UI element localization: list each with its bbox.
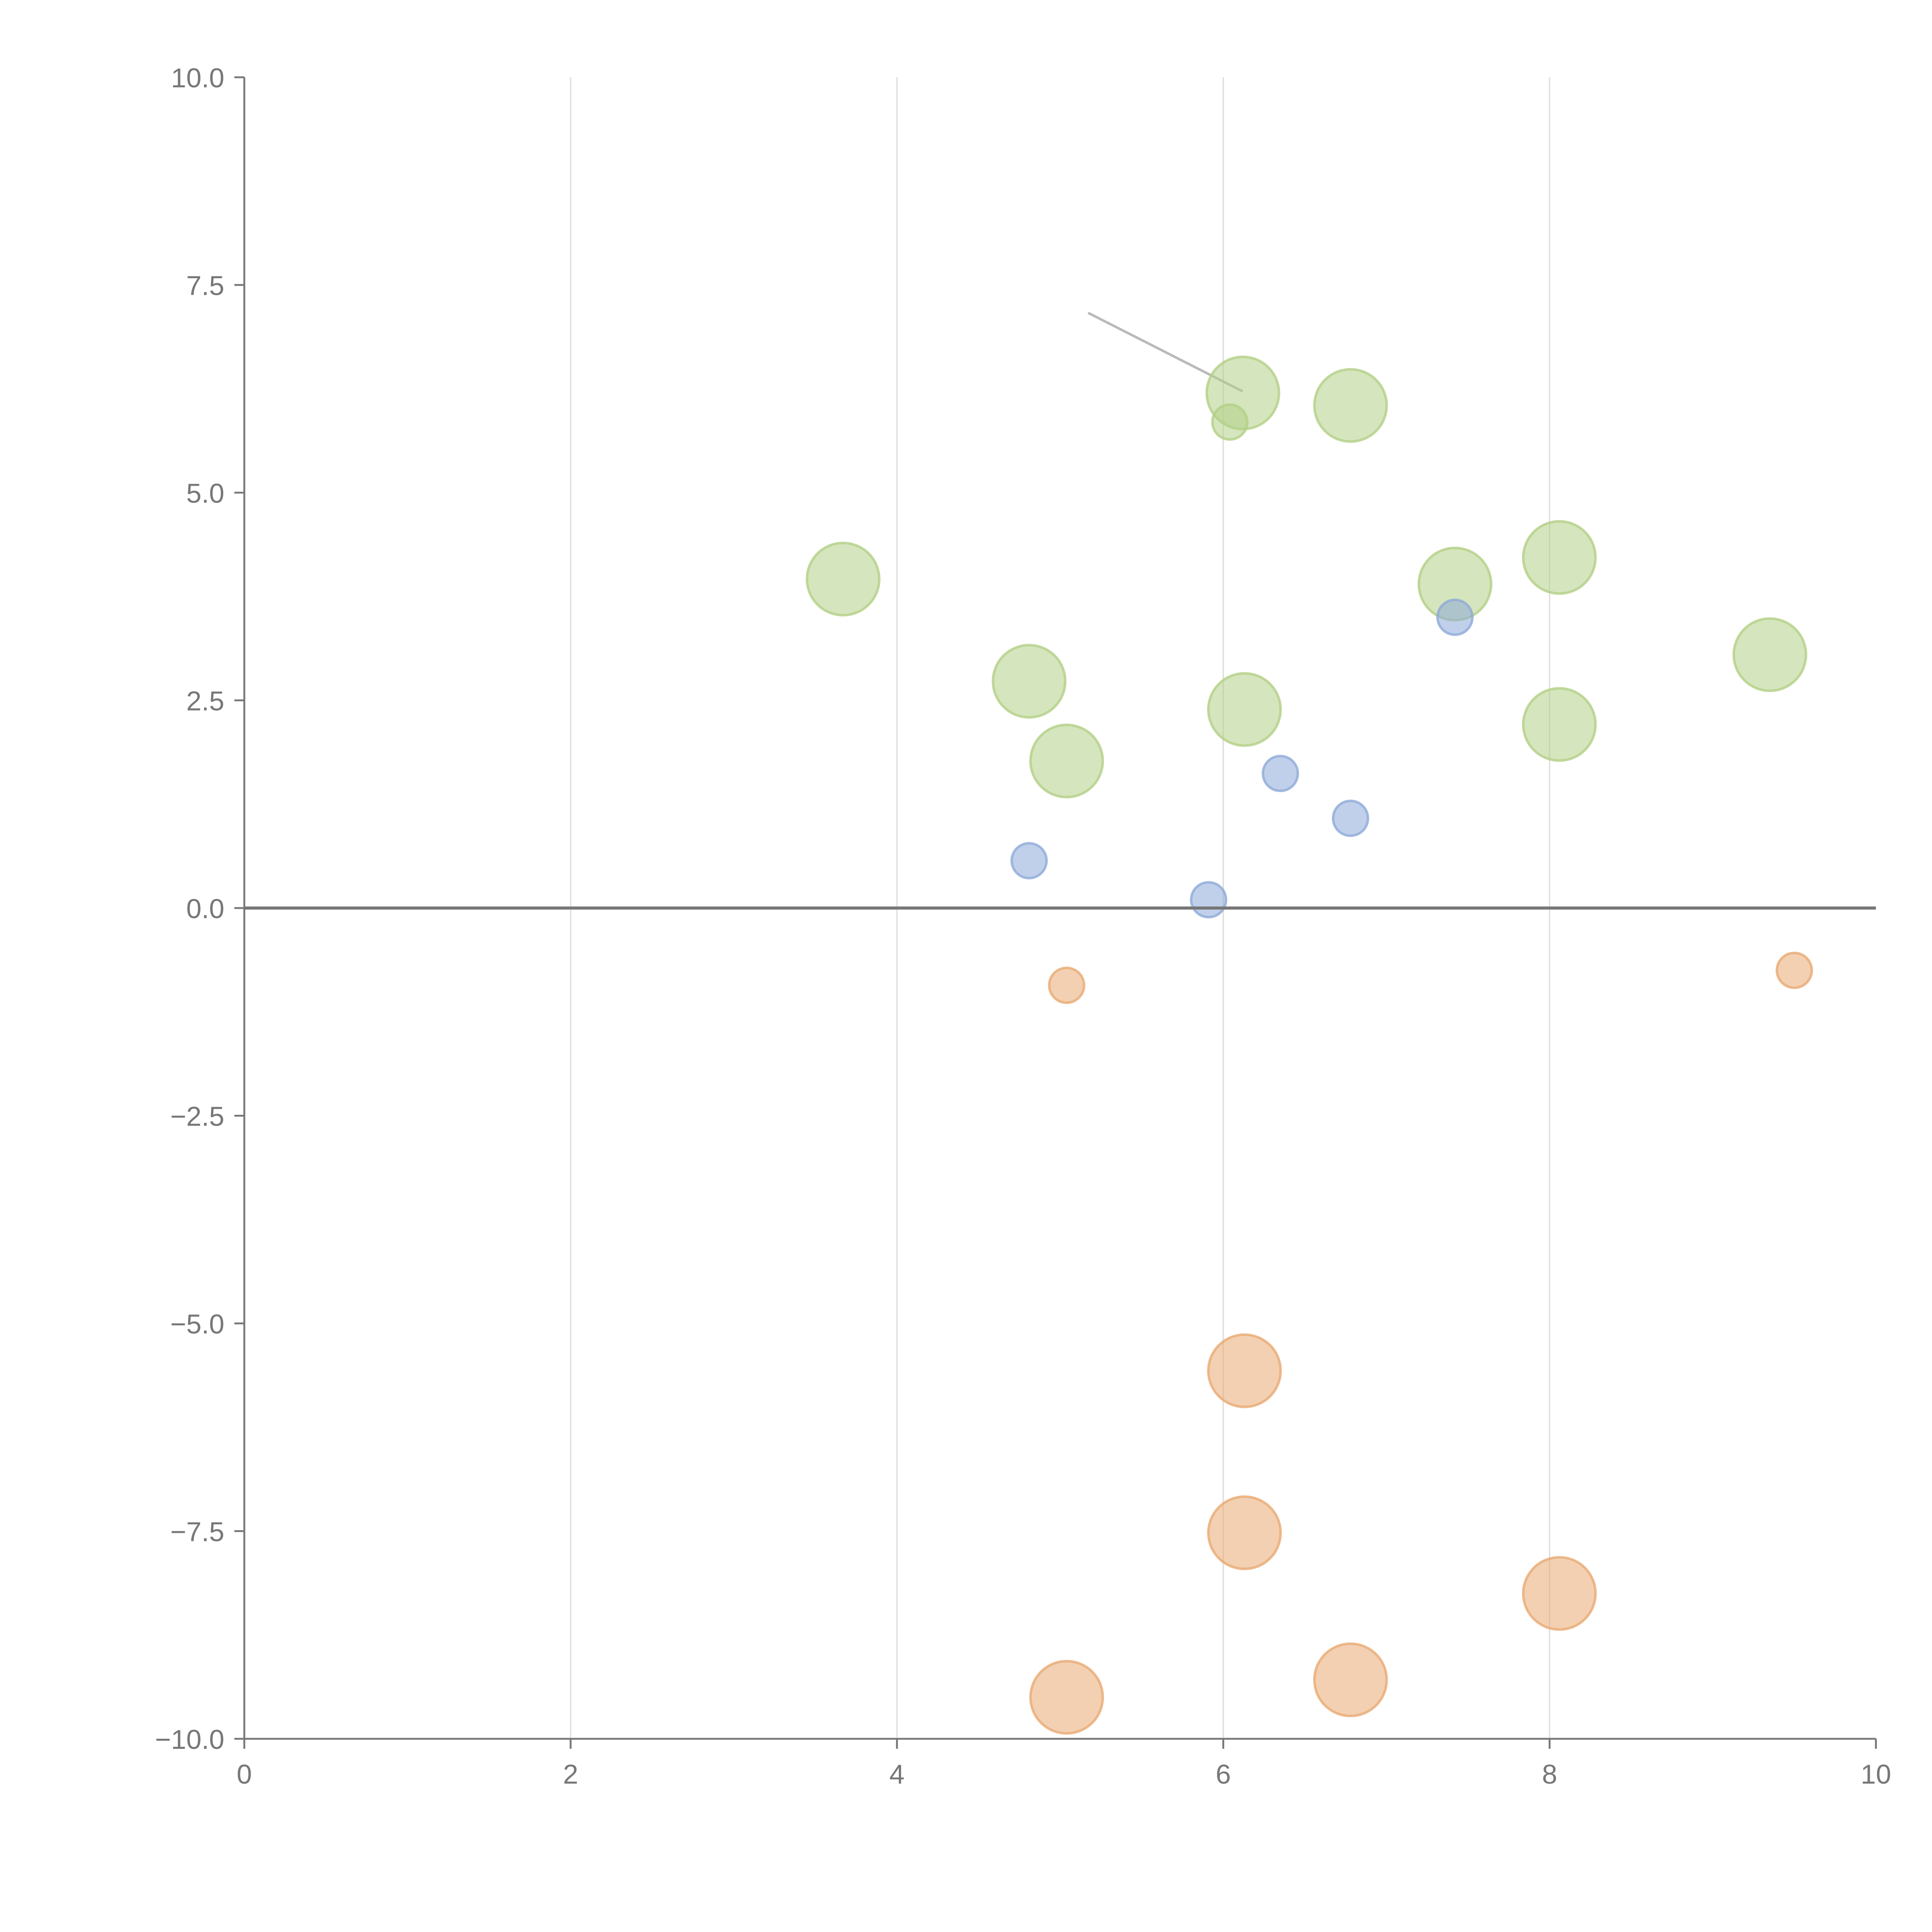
data-point-orange	[1522, 1556, 1597, 1631]
y-tick-label: 10.0	[171, 63, 224, 94]
y-tick-label: −7.5	[170, 1517, 224, 1547]
y-tick-label: −2.5	[170, 1101, 224, 1132]
x-tick-label: 6	[1216, 1759, 1231, 1790]
y-tick-label: 7.5	[186, 270, 224, 301]
data-point-green	[806, 541, 881, 617]
data-point-blue	[1190, 881, 1228, 918]
data-points	[806, 355, 1813, 1735]
y-tick-label: −10.0	[155, 1725, 224, 1755]
data-point-green	[1522, 520, 1597, 595]
data-point-blue	[1436, 599, 1474, 636]
data-point-blue	[1010, 842, 1048, 879]
y-tick-label: −5.0	[170, 1309, 224, 1340]
data-point-orange	[1207, 1333, 1282, 1408]
x-tick-label: 2	[563, 1759, 578, 1790]
data-point-blue	[1332, 799, 1369, 837]
y-tick-label: 0.0	[186, 894, 224, 924]
data-point-green	[1207, 672, 1282, 747]
data-point-orange	[1048, 966, 1085, 1004]
y-tick-label: 5.0	[186, 478, 224, 509]
y-tick-label: 2.5	[186, 686, 224, 716]
data-point-green	[992, 644, 1067, 719]
data-point-green	[1211, 403, 1249, 441]
data-point-orange	[1207, 1495, 1282, 1570]
x-tick-label: 8	[1542, 1759, 1557, 1790]
x-tick-label: 0	[237, 1759, 252, 1790]
x-tick-label: 4	[889, 1759, 905, 1790]
data-point-orange	[1776, 951, 1813, 989]
x-tick-label: 10	[1861, 1759, 1891, 1790]
data-point-blue	[1262, 755, 1299, 793]
data-point-green	[1522, 687, 1597, 762]
data-point-orange	[1313, 1642, 1388, 1718]
data-point-green	[1029, 723, 1104, 799]
data-point-green	[1732, 617, 1808, 692]
data-point-orange	[1029, 1660, 1104, 1735]
data-point-green	[1313, 368, 1388, 443]
axes: 0 2 4 6 8 10 10.0 7.5 5.0 2.5 0.0 −2.5 −5.0 −7.5 −10.0	[155, 63, 1891, 1790]
